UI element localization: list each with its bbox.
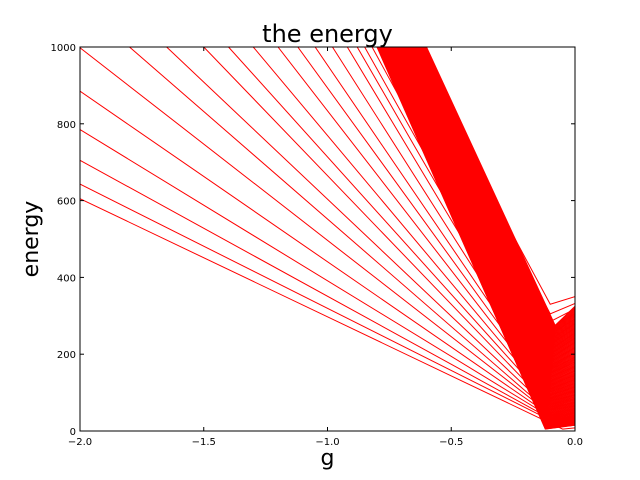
y-tick-label: 0	[70, 427, 76, 438]
x-tick-label: −1.0	[315, 437, 339, 448]
x-tick-label: −0.5	[439, 437, 463, 448]
series-line-0	[80, 198, 575, 430]
y-tick-label: 600	[57, 197, 76, 208]
y-tick-label: 200	[57, 350, 76, 361]
y-tick-label: 800	[57, 120, 76, 131]
chart-title: the energy	[262, 20, 393, 48]
series-layer	[80, 47, 575, 430]
y-axis-label: energy	[19, 201, 44, 278]
ticks-layer: −2.0 −1.5 −1.0 −0.5 0.0 0 200 400 600 800 1000	[51, 43, 583, 448]
x-tick-label: −2.0	[68, 437, 92, 448]
x-tick-label: 0.0	[567, 437, 583, 448]
y-tick-label: 400	[57, 273, 76, 284]
x-tick-label: −1.5	[192, 437, 216, 448]
band-line-139	[426, 47, 575, 327]
y-tick-label: 1000	[51, 43, 76, 54]
x-axis-label: g	[321, 446, 335, 471]
